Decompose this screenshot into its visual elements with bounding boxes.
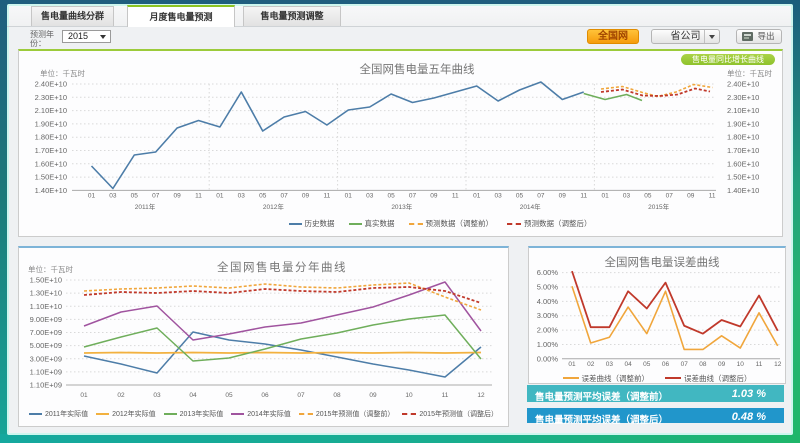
svg-text:5.00%: 5.00%: [537, 282, 559, 291]
svg-text:2.30E+10: 2.30E+10: [727, 93, 759, 102]
svg-text:1.50E+10: 1.50E+10: [35, 173, 67, 182]
svg-text:2011年: 2011年: [135, 202, 156, 211]
svg-text:12: 12: [774, 361, 782, 368]
svg-text:1.30E+10: 1.30E+10: [30, 289, 62, 298]
svg-text:0.00%: 0.00%: [537, 354, 559, 363]
svg-text:1.00%: 1.00%: [537, 340, 559, 349]
svg-text:3.00%: 3.00%: [537, 311, 559, 320]
svg-text:01: 01: [80, 392, 88, 399]
svg-text:03: 03: [109, 193, 117, 200]
svg-text:11: 11: [580, 193, 587, 200]
svg-text:08: 08: [699, 361, 707, 368]
svg-text:1.50E+10: 1.50E+10: [727, 173, 759, 182]
svg-text:11: 11: [195, 193, 202, 200]
svg-text:09: 09: [302, 193, 310, 200]
svg-text:7.00E+09: 7.00E+09: [30, 328, 62, 337]
svg-text:02: 02: [587, 361, 595, 368]
svg-text:11: 11: [709, 193, 716, 200]
svg-text:1.10E+09: 1.10E+09: [30, 367, 62, 376]
svg-text:1.50E+10: 1.50E+10: [30, 276, 62, 285]
svg-text:07: 07: [297, 392, 305, 399]
svg-text:11: 11: [452, 193, 459, 200]
svg-text:1.10E+10: 1.10E+10: [30, 302, 62, 311]
svg-text:09: 09: [559, 193, 567, 200]
svg-text:3.00E+09: 3.00E+09: [30, 354, 62, 363]
svg-text:11: 11: [756, 361, 763, 368]
svg-text:1.10E+09: 1.10E+09: [30, 381, 62, 390]
svg-text:2.40E+10: 2.40E+10: [727, 80, 759, 89]
svg-text:2.40E+10: 2.40E+10: [35, 80, 67, 89]
svg-text:05: 05: [259, 193, 267, 200]
svg-text:1.60E+10: 1.60E+10: [35, 159, 67, 168]
svg-text:05: 05: [131, 193, 139, 200]
svg-text:6.00%: 6.00%: [537, 268, 559, 277]
svg-text:2015年: 2015年: [648, 202, 669, 211]
svg-text:06: 06: [261, 392, 269, 399]
svg-text:01: 01: [473, 193, 481, 200]
svg-text:2012年: 2012年: [263, 202, 284, 211]
svg-text:2014年: 2014年: [520, 202, 541, 211]
svg-text:1.80E+10: 1.80E+10: [727, 133, 759, 142]
svg-text:01: 01: [88, 193, 96, 200]
svg-text:09: 09: [173, 193, 181, 200]
svg-text:01: 01: [345, 193, 353, 200]
svg-text:05: 05: [387, 193, 395, 200]
svg-text:5.00E+09: 5.00E+09: [30, 341, 62, 350]
svg-text:10: 10: [405, 392, 413, 399]
svg-text:07: 07: [409, 193, 417, 200]
svg-text:09: 09: [718, 361, 726, 368]
svg-text:1.80E+10: 1.80E+10: [35, 133, 67, 142]
svg-text:1.40E+10: 1.40E+10: [35, 186, 67, 195]
svg-text:2.30E+10: 2.30E+10: [35, 93, 67, 102]
svg-text:11: 11: [442, 392, 449, 399]
svg-text:03: 03: [238, 193, 246, 200]
svg-text:10: 10: [737, 361, 745, 368]
svg-text:2.10E+10: 2.10E+10: [727, 106, 759, 115]
svg-text:4.00%: 4.00%: [537, 297, 559, 306]
svg-text:07: 07: [681, 361, 689, 368]
svg-text:1.40E+10: 1.40E+10: [727, 186, 759, 195]
svg-text:07: 07: [666, 193, 674, 200]
svg-text:02: 02: [117, 392, 125, 399]
svg-text:03: 03: [623, 193, 631, 200]
svg-text:03: 03: [494, 193, 502, 200]
svg-text:08: 08: [333, 392, 341, 399]
svg-text:2.10E+10: 2.10E+10: [35, 106, 67, 115]
svg-text:07: 07: [152, 193, 160, 200]
svg-text:04: 04: [624, 361, 632, 368]
svg-text:01: 01: [216, 193, 224, 200]
svg-text:07: 07: [280, 193, 288, 200]
svg-text:1.90E+10: 1.90E+10: [35, 119, 67, 128]
svg-text:04: 04: [189, 392, 197, 399]
svg-text:03: 03: [366, 193, 374, 200]
svg-text:1.90E+10: 1.90E+10: [727, 119, 759, 128]
svg-text:06: 06: [662, 361, 670, 368]
svg-text:03: 03: [606, 361, 614, 368]
svg-text:09: 09: [430, 193, 438, 200]
svg-text:1.60E+10: 1.60E+10: [727, 159, 759, 168]
svg-text:01: 01: [568, 361, 576, 368]
svg-text:01: 01: [601, 193, 609, 200]
svg-text:1.70E+10: 1.70E+10: [35, 146, 67, 155]
svg-text:05: 05: [644, 193, 652, 200]
svg-text:05: 05: [516, 193, 524, 200]
svg-text:2.00%: 2.00%: [537, 326, 559, 335]
svg-text:09: 09: [687, 193, 695, 200]
svg-text:1.70E+10: 1.70E+10: [727, 146, 759, 155]
svg-text:11: 11: [324, 193, 331, 200]
svg-text:2013年: 2013年: [391, 202, 412, 211]
svg-text:9.00E+09: 9.00E+09: [30, 315, 62, 324]
svg-text:03: 03: [153, 392, 161, 399]
svg-text:09: 09: [369, 392, 377, 399]
svg-text:12: 12: [477, 392, 485, 399]
svg-text:05: 05: [225, 392, 233, 399]
svg-text:07: 07: [537, 193, 545, 200]
svg-text:05: 05: [643, 361, 651, 368]
